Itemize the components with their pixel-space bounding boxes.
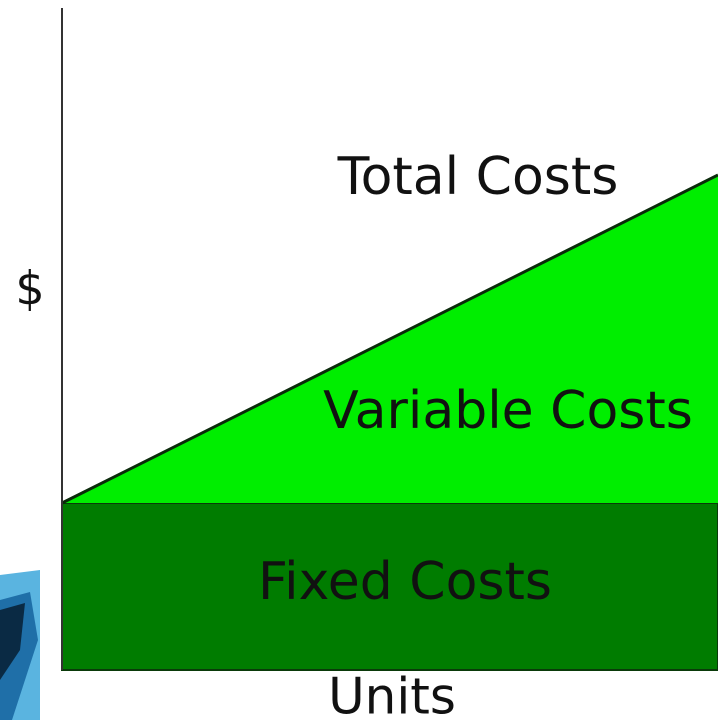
- fixed-costs-region: [61, 502, 718, 671]
- total-costs-label: Total Costs: [337, 147, 619, 207]
- total-costs-line: [61, 173, 718, 505]
- fixed-costs-label: Fixed Costs: [258, 552, 552, 612]
- variable-costs-label: Variable Costs: [323, 381, 693, 441]
- corner-decoration: [0, 570, 40, 720]
- x-axis-label: Units: [328, 668, 456, 720]
- y-axis-label: $: [15, 262, 44, 316]
